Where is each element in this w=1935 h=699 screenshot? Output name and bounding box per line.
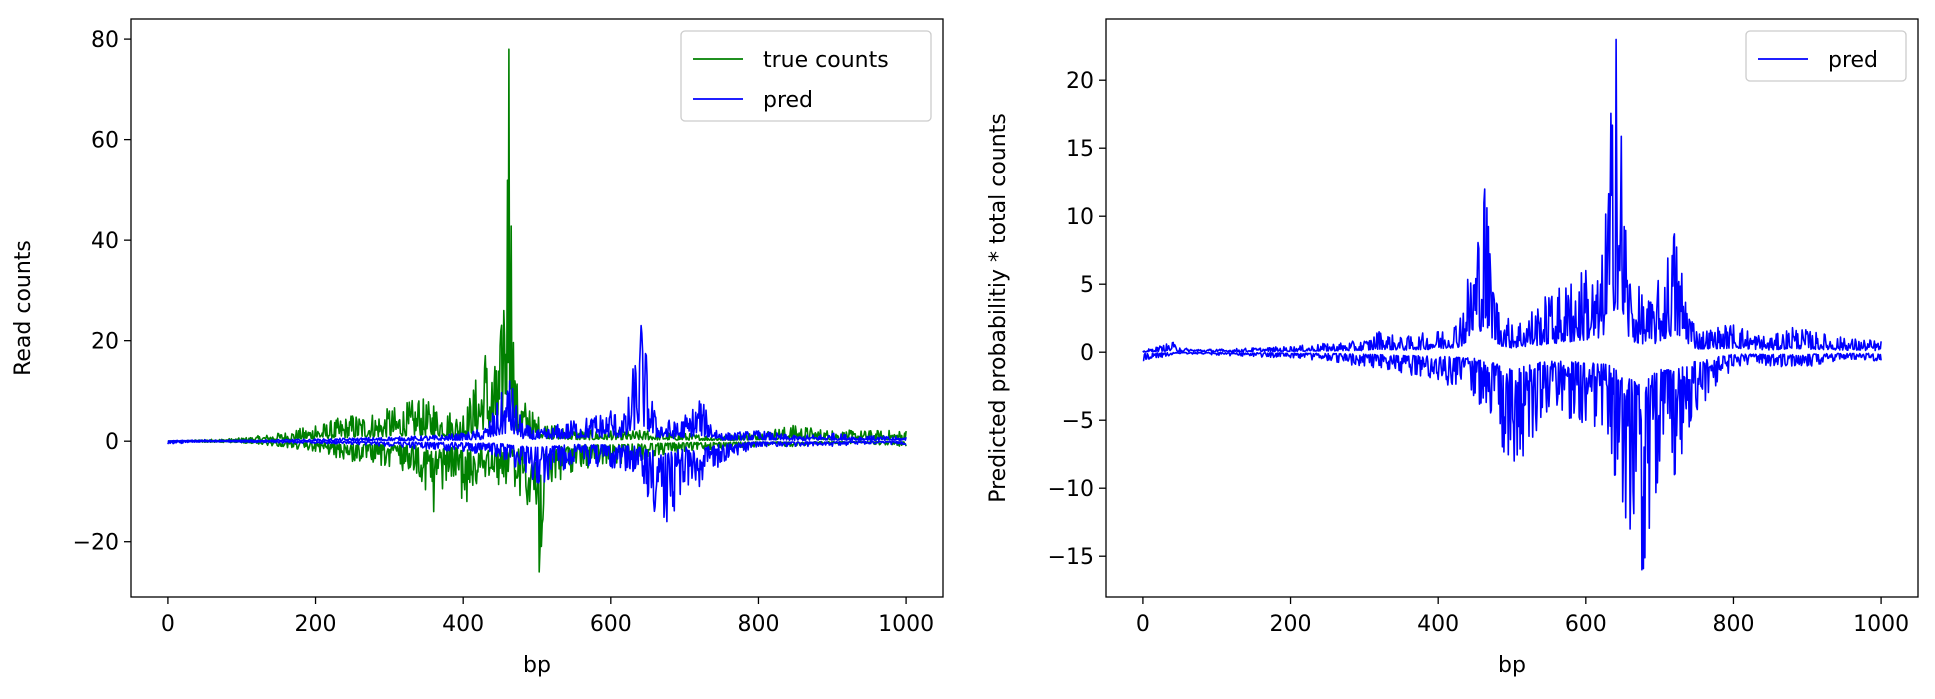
legend-label: true counts xyxy=(763,48,889,73)
y-tick-label: 80 xyxy=(91,28,119,53)
series-line-pred-positive xyxy=(1142,38,1882,353)
x-tick-label: 400 xyxy=(1417,612,1459,637)
y-tick-label: −20 xyxy=(73,531,119,556)
series-line-true-counts-positive xyxy=(167,48,907,443)
y-tick-label: 0 xyxy=(1080,341,1094,366)
y-tick-label: 20 xyxy=(91,330,119,355)
legend-box xyxy=(1745,30,1907,82)
y-tick-label: 15 xyxy=(1066,137,1094,162)
left-panel-read-counts: 0 200 400 600 800 1000 −20 0 20 40 60 80 bp Read coun… xyxy=(11,18,944,678)
x-tick-label: 0 xyxy=(1136,612,1150,637)
y-tick-label: 0 xyxy=(105,430,119,455)
x-axis-label: bp xyxy=(523,653,551,678)
y-tick-label: −5 xyxy=(1062,409,1094,434)
x-tick-label: 600 xyxy=(590,612,632,637)
series-line-pred-positive xyxy=(167,324,907,442)
x-tick-label: 800 xyxy=(1712,612,1754,637)
series-group xyxy=(1142,38,1882,571)
legend-box xyxy=(680,30,932,122)
x-tick-label: 800 xyxy=(737,612,779,637)
y-axis-label: Read counts xyxy=(11,240,36,376)
y-tick-label: 5 xyxy=(1080,273,1094,298)
y-axis-label: Predicted probabilitiy * total counts xyxy=(986,113,1011,503)
y-tick-label: 10 xyxy=(1066,205,1094,230)
x-tick-label: 200 xyxy=(295,612,337,637)
legend: true counts pred xyxy=(680,30,932,122)
legend-label: pred xyxy=(763,88,813,113)
legend: pred xyxy=(1745,30,1907,82)
x-axis-label: bp xyxy=(1498,653,1526,678)
x-tick-label: 1000 xyxy=(1853,612,1909,637)
plot-frame xyxy=(130,18,944,598)
y-tick-label: 20 xyxy=(1066,69,1094,94)
series-line-pred-negative xyxy=(167,440,907,523)
y-tick-label: 40 xyxy=(91,229,119,254)
series-line-pred-negative xyxy=(1142,351,1882,571)
legend-label: pred xyxy=(1828,48,1878,73)
x-tick-label: 400 xyxy=(442,612,484,637)
x-tick-label: 600 xyxy=(1565,612,1607,637)
y-tick-label: −10 xyxy=(1048,477,1094,502)
x-tick-label: 0 xyxy=(161,612,175,637)
x-tick-label: 1000 xyxy=(878,612,934,637)
series-group xyxy=(167,48,907,573)
y-tick-label: 60 xyxy=(91,129,119,154)
plot-frame xyxy=(1105,18,1919,598)
right-panel-predicted: 0 200 400 600 800 1000 −15 −10 −5 0 5 10 15 20 bp Predi… xyxy=(986,18,1919,678)
x-tick-label: 200 xyxy=(1270,612,1312,637)
y-tick-label: −15 xyxy=(1048,545,1094,570)
